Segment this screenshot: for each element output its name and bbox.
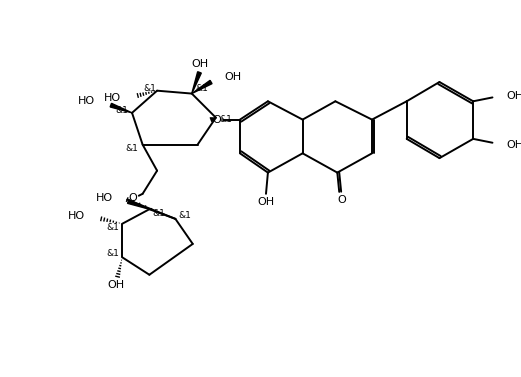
Text: OH: OH — [257, 198, 275, 207]
Polygon shape — [110, 103, 132, 113]
Text: &1: &1 — [106, 223, 119, 232]
Text: O: O — [338, 195, 346, 205]
Text: HO: HO — [104, 93, 121, 103]
Text: &1: &1 — [143, 84, 156, 93]
Text: &1: &1 — [179, 211, 192, 221]
Text: HO: HO — [96, 193, 113, 203]
Text: HO: HO — [78, 96, 95, 106]
Text: HO: HO — [68, 211, 85, 221]
Text: O: O — [129, 193, 138, 203]
Text: &1: &1 — [115, 106, 128, 115]
Text: OH: OH — [506, 90, 521, 101]
Text: &1: &1 — [126, 144, 139, 153]
Text: OH: OH — [107, 280, 124, 290]
Text: OH: OH — [225, 72, 242, 82]
Text: &1: &1 — [195, 84, 208, 93]
Text: O: O — [213, 115, 221, 124]
Text: &1: &1 — [106, 249, 119, 258]
Text: OH: OH — [191, 59, 208, 69]
Text: OH: OH — [506, 139, 521, 150]
Polygon shape — [128, 200, 150, 209]
Text: &1: &1 — [153, 208, 166, 218]
Polygon shape — [192, 80, 212, 93]
Text: &1: &1 — [219, 115, 232, 124]
Polygon shape — [192, 72, 201, 93]
